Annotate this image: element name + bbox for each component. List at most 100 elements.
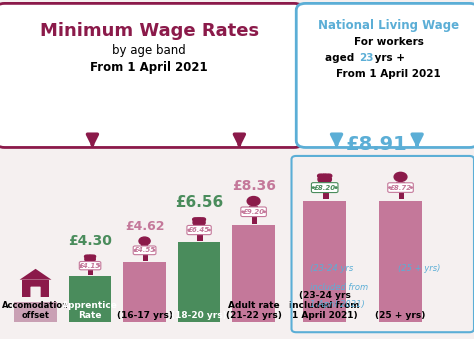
- Polygon shape: [192, 225, 206, 234]
- Text: included from: included from: [310, 283, 369, 292]
- Circle shape: [247, 197, 260, 206]
- Text: (18-20 yrs): (18-20 yrs): [171, 311, 227, 320]
- Circle shape: [188, 230, 190, 231]
- Text: £4.62: £4.62: [125, 220, 164, 233]
- Text: £6.56: £6.56: [175, 196, 223, 211]
- FancyBboxPatch shape: [123, 262, 166, 322]
- Text: (25 + yrs): (25 + yrs): [398, 264, 440, 274]
- Circle shape: [139, 237, 150, 245]
- FancyBboxPatch shape: [401, 192, 404, 199]
- Circle shape: [327, 174, 332, 178]
- FancyBboxPatch shape: [399, 192, 401, 199]
- FancyBboxPatch shape: [133, 246, 156, 255]
- Text: £8.20: £8.20: [314, 185, 336, 191]
- Circle shape: [322, 174, 327, 178]
- Circle shape: [193, 218, 205, 227]
- Circle shape: [192, 218, 197, 221]
- Text: by age band: by age band: [112, 44, 186, 57]
- FancyBboxPatch shape: [296, 3, 474, 147]
- FancyBboxPatch shape: [323, 192, 326, 199]
- Circle shape: [199, 218, 203, 221]
- Circle shape: [209, 230, 210, 231]
- Circle shape: [98, 265, 100, 266]
- Text: (23-24 yrs: (23-24 yrs: [310, 264, 354, 274]
- Circle shape: [81, 265, 82, 266]
- Circle shape: [332, 186, 335, 188]
- Text: aged: aged: [325, 53, 358, 63]
- Text: Accomodation
offset: Accomodation offset: [2, 301, 69, 320]
- Text: £8.72: £8.72: [390, 184, 411, 191]
- FancyBboxPatch shape: [232, 225, 275, 322]
- Circle shape: [405, 186, 408, 188]
- Polygon shape: [84, 261, 96, 269]
- Polygon shape: [19, 269, 52, 280]
- Polygon shape: [141, 245, 148, 254]
- Text: £8.36: £8.36: [232, 179, 275, 193]
- Circle shape: [190, 228, 193, 231]
- Circle shape: [312, 187, 314, 188]
- FancyBboxPatch shape: [388, 183, 413, 192]
- Polygon shape: [317, 182, 332, 192]
- Circle shape: [148, 249, 151, 251]
- FancyBboxPatch shape: [303, 201, 346, 322]
- Text: £4.55: £4.55: [134, 247, 155, 253]
- Circle shape: [201, 218, 206, 221]
- Polygon shape: [396, 182, 405, 192]
- Circle shape: [264, 211, 265, 213]
- Text: £9.20: £9.20: [243, 209, 264, 215]
- Text: (23-24 yrs
included from
1 April 2021): (23-24 yrs included from 1 April 2021): [290, 291, 360, 320]
- Circle shape: [394, 172, 407, 181]
- Circle shape: [88, 255, 92, 258]
- Circle shape: [82, 264, 85, 266]
- Circle shape: [84, 255, 88, 258]
- Text: Apprentice
Rate: Apprentice Rate: [62, 301, 118, 320]
- Circle shape: [393, 186, 396, 188]
- Text: 1 April 2021): 1 April 2021): [310, 300, 365, 309]
- FancyBboxPatch shape: [89, 269, 91, 275]
- Circle shape: [318, 174, 322, 178]
- Text: Minimum Wage Rates: Minimum Wage Rates: [40, 22, 259, 40]
- Text: £6.45: £6.45: [188, 227, 210, 233]
- FancyBboxPatch shape: [326, 192, 328, 199]
- Circle shape: [325, 174, 329, 178]
- Text: (16-17 yrs): (16-17 yrs): [117, 311, 173, 320]
- Circle shape: [86, 255, 90, 258]
- FancyBboxPatch shape: [252, 216, 255, 223]
- Polygon shape: [249, 206, 258, 216]
- Circle shape: [153, 250, 155, 251]
- Circle shape: [258, 210, 261, 212]
- FancyBboxPatch shape: [0, 3, 303, 147]
- FancyBboxPatch shape: [178, 242, 220, 322]
- FancyBboxPatch shape: [146, 254, 148, 261]
- FancyBboxPatch shape: [91, 269, 93, 275]
- Text: From 1 April 2021: From 1 April 2021: [337, 69, 441, 79]
- Circle shape: [314, 186, 318, 188]
- Circle shape: [85, 255, 95, 263]
- Circle shape: [197, 218, 201, 221]
- Circle shape: [205, 228, 209, 231]
- Circle shape: [335, 187, 337, 188]
- Text: National Living Wage: National Living Wage: [318, 19, 459, 32]
- Circle shape: [95, 264, 98, 266]
- Circle shape: [242, 211, 244, 213]
- Text: Adult rate
(21-22 yrs): Adult rate (21-22 yrs): [226, 301, 282, 320]
- FancyBboxPatch shape: [79, 261, 101, 270]
- FancyBboxPatch shape: [143, 254, 146, 261]
- Circle shape: [410, 187, 412, 188]
- Circle shape: [320, 174, 325, 178]
- FancyBboxPatch shape: [255, 216, 257, 223]
- FancyBboxPatch shape: [241, 207, 266, 217]
- Text: yrs +: yrs +: [371, 53, 405, 63]
- Text: £4.15: £4.15: [79, 263, 101, 268]
- FancyBboxPatch shape: [14, 302, 57, 322]
- Text: From 1 April 2021: From 1 April 2021: [91, 61, 208, 74]
- Text: For workers: For workers: [354, 37, 424, 47]
- Circle shape: [246, 210, 249, 212]
- FancyBboxPatch shape: [311, 183, 338, 193]
- FancyBboxPatch shape: [197, 234, 200, 241]
- FancyBboxPatch shape: [69, 277, 111, 322]
- Circle shape: [318, 175, 331, 184]
- Text: £8.91: £8.91: [346, 135, 408, 154]
- Circle shape: [389, 187, 391, 188]
- Circle shape: [195, 218, 199, 221]
